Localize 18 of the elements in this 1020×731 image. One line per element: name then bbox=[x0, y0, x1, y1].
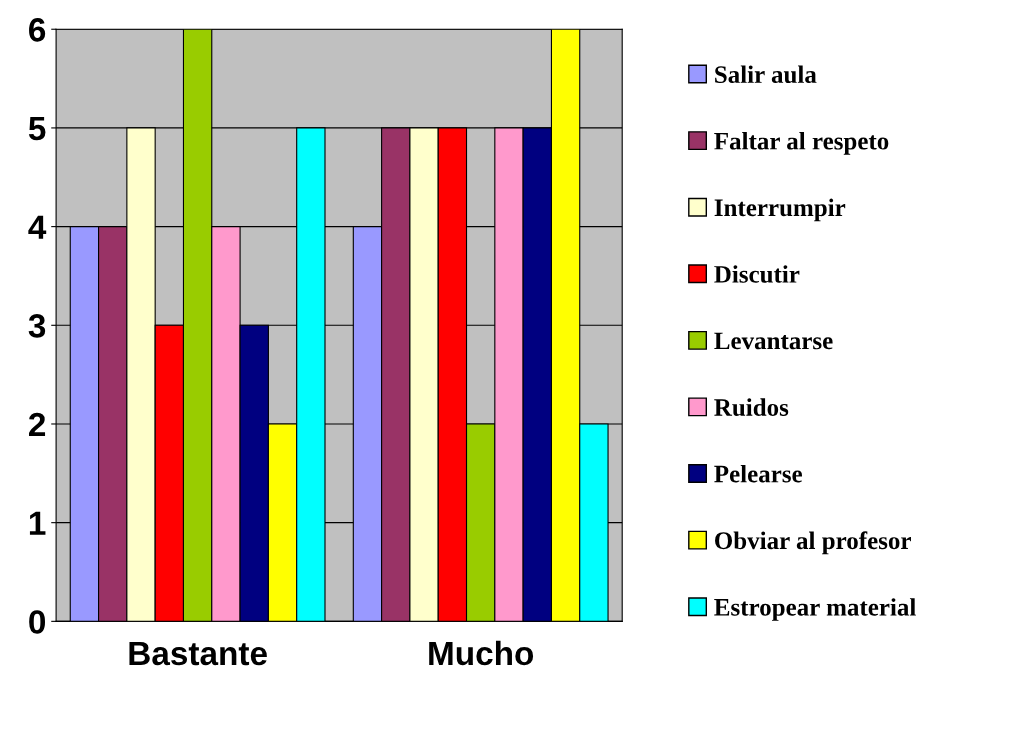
y-tick-label: 6 bbox=[29, 18, 46, 42]
y-tick-label: 0 bbox=[29, 610, 46, 634]
y-tick-label: 1 bbox=[29, 511, 46, 535]
legend-label: Levantarse bbox=[714, 332, 833, 350]
legend-label: Ruidos bbox=[714, 398, 789, 416]
y-tick-label: 2 bbox=[29, 412, 46, 437]
legend-label: Salir aula bbox=[715, 65, 817, 84]
legend-label: Interrumpir bbox=[714, 198, 846, 222]
y-tick-label: 5 bbox=[28, 117, 46, 141]
legend-label: Obviar al profesor bbox=[715, 531, 911, 555]
x-tick-label: Mucho bbox=[429, 640, 534, 666]
legend-label: Estropear material bbox=[714, 598, 916, 621]
y-tick-label: 4 bbox=[28, 215, 47, 239]
x-tick-label: Bastante bbox=[129, 642, 267, 666]
y-tick-label: 3 bbox=[28, 314, 46, 338]
legend-label: Discutir bbox=[714, 265, 800, 283]
legend-label: Faltar al respeto bbox=[714, 132, 889, 155]
legend-label: Pelearse bbox=[714, 464, 802, 483]
